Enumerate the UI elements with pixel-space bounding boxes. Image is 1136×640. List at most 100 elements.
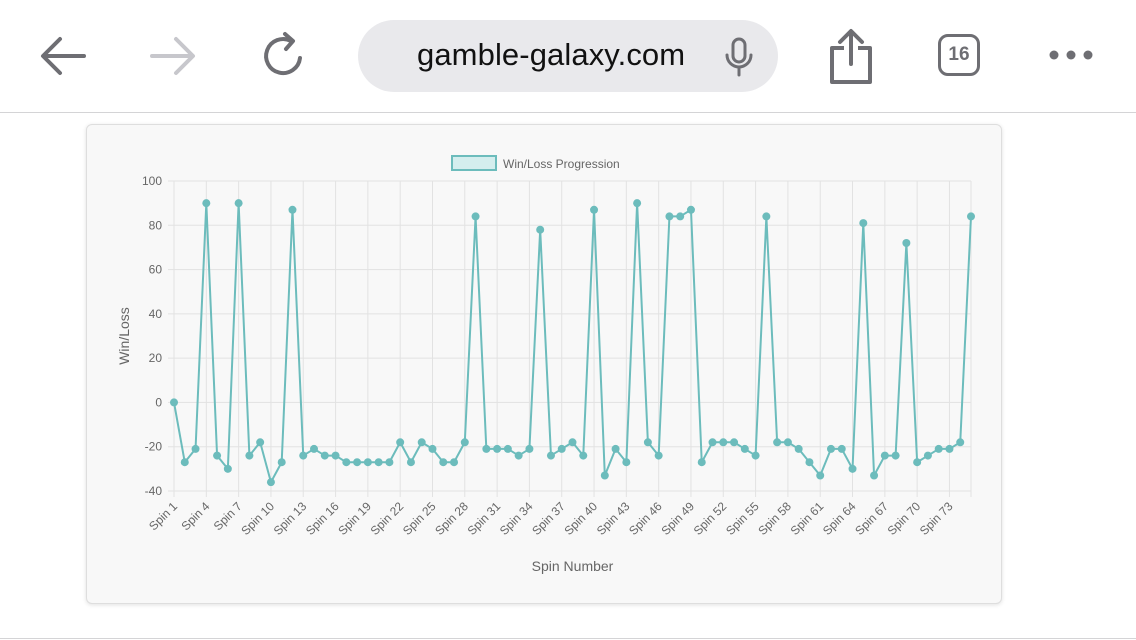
data-point [762,212,771,221]
data-point [439,458,448,467]
data-point [740,444,749,453]
data-point [923,451,932,460]
x-tick-label: Spin 13 [271,499,310,538]
data-point [773,438,782,447]
share-icon [830,29,872,84]
x-tick-label: Spin 22 [368,499,407,538]
browser-toolbar: gamble-galaxy.com 16 [0,0,1136,113]
x-tick-label: Spin 64 [820,499,859,538]
x-tick-label: Spin 1 [146,499,180,533]
data-point [676,212,685,221]
data-point [880,451,889,460]
y-tick-label: 40 [149,307,163,321]
x-tick-label: Spin 4 [178,499,212,533]
url-text: gamble-galaxy.com [417,37,686,72]
data-point [213,451,222,460]
legend-swatch [451,155,497,171]
data-point [665,212,674,221]
data-point [288,205,297,214]
data-point [406,458,415,467]
data-point [870,471,879,480]
data-point [353,458,362,467]
x-tick-label: Spin 31 [465,499,504,538]
data-point [331,451,340,460]
data-point [794,444,803,453]
data-point [320,451,329,460]
x-tick-label: Spin 28 [432,499,471,538]
more-button[interactable] [1046,44,1096,71]
share-button[interactable] [826,28,876,91]
data-point [223,464,232,473]
data-point [826,444,835,453]
data-point [848,464,857,473]
data-point [622,458,631,467]
y-tick-label: -40 [145,484,163,498]
y-axis-title: Win/Loss [116,307,132,365]
x-axis-title: Spin Number [532,558,614,574]
data-point [180,458,189,467]
data-point [837,444,846,453]
x-tick-label: Spin 43 [594,499,633,538]
data-point [945,444,954,453]
y-tick-label: 0 [155,395,162,409]
data-point [719,438,728,447]
data-point [245,451,254,460]
microphone-button[interactable] [724,36,754,83]
data-point [783,438,792,447]
bottom-divider [0,638,1136,639]
address-bar[interactable]: gamble-galaxy.com [358,20,778,92]
data-point [471,212,480,221]
data-point [967,212,975,221]
data-point [902,239,911,247]
data-point [514,451,523,460]
y-tick-label: 20 [149,351,163,365]
x-tick-label: Spin 16 [303,499,342,538]
data-point [536,225,545,234]
data-point [816,471,825,480]
x-tick-label: Spin 40 [561,499,600,538]
data-point [385,458,394,467]
x-tick-label: Spin 55 [723,499,762,538]
data-point [600,471,609,480]
data-point [256,438,265,447]
microphone-icon [725,37,753,77]
data-point [654,451,663,460]
x-tick-label: Spin 67 [852,499,891,538]
data-point [525,444,534,453]
data-point [503,444,512,453]
x-tick-label: Spin 70 [885,499,924,538]
data-point [482,444,491,453]
reload-button[interactable] [258,30,310,87]
data-point [643,438,652,447]
data-point [805,458,814,467]
x-tick-label: Spin 10 [238,499,277,538]
data-point [557,444,566,453]
data-point [546,451,555,460]
reload-icon [264,32,302,75]
data-point [417,438,426,447]
win-loss-chart: Win/Loss Progression -40-20020406080100 … [116,155,975,574]
more-dots-icon [1049,50,1093,60]
x-tick-label: Spin 73 [917,499,956,538]
data-point [751,451,760,460]
y-tick-label: 100 [142,174,162,188]
tabs-button[interactable]: 16 [938,34,980,76]
data-point [708,438,717,447]
y-tick-label: -20 [145,440,163,454]
data-point [170,398,178,407]
x-tick-label: Spin 52 [691,499,730,538]
data-point [697,458,706,467]
arrow-left-icon [41,37,86,75]
data-point [859,219,868,228]
arrow-right-icon [150,37,195,75]
tab-count: 16 [948,44,970,65]
data-point [342,458,351,467]
data-point [568,438,577,447]
data-point [730,438,739,447]
data-point [396,438,405,447]
data-point [299,451,308,460]
y-tick-label: 80 [149,218,163,232]
forward-button[interactable] [148,34,198,83]
back-button[interactable] [38,34,88,83]
data-point [191,444,200,453]
